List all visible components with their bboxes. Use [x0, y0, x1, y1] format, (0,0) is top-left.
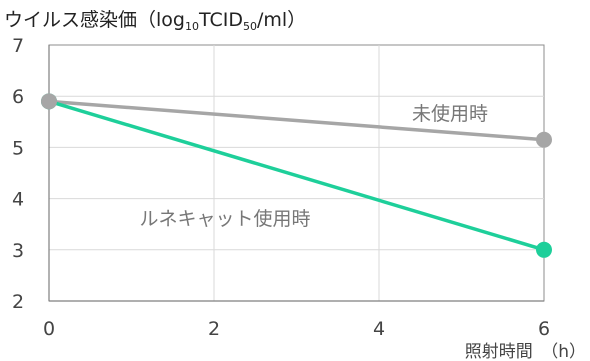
y-axis-title-sub: 10: [185, 20, 199, 33]
y-tick-label: 6: [12, 86, 24, 108]
y-axis-title-part: /ml）: [257, 9, 306, 31]
y-tick-label: 2: [12, 291, 24, 313]
x-tick-label: 6: [538, 318, 550, 340]
x-tick-label: 2: [208, 318, 220, 340]
x-axis-title: 照射時間 （h）: [465, 342, 586, 361]
y-tick-label: 7: [12, 35, 24, 57]
x-tick-label: 0: [43, 318, 55, 340]
series-point: [41, 93, 57, 110]
series-label: ルネキャット使用時: [139, 208, 310, 230]
y-axis-title-part: TCID: [198, 9, 243, 31]
y-axis-title: ウイルス感染価（log10TCID50/ml）: [4, 9, 306, 33]
y-tick-label: 4: [12, 189, 24, 211]
series-line: [48, 99, 545, 252]
y-tick-label: 5: [12, 137, 24, 159]
plot-frame: [48, 44, 545, 302]
series-point: [536, 241, 552, 258]
x-tick-label: 4: [373, 318, 385, 340]
series-point: [536, 131, 552, 148]
y-tick-label: 3: [12, 240, 24, 262]
series-line: [48, 99, 545, 142]
series-label: 未使用時: [412, 103, 488, 125]
y-axis-title-sub: 50: [243, 20, 257, 33]
y-axis-title-part: ウイルス感染価（log: [4, 9, 185, 31]
